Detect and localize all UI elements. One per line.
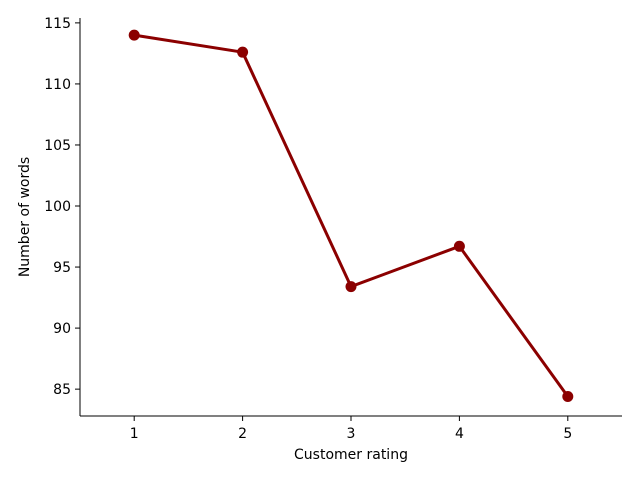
data-point [128,29,140,41]
x-tick-label: 2 [238,426,247,442]
y-tick-label: 95 [53,260,71,276]
y-axis-label: Number of words [17,157,33,277]
x-tick-label: 5 [563,426,572,442]
y-axis-ticks: 85 90 95 100 105 110 115 [44,16,80,398]
x-tick-label: 1 [130,426,139,442]
y-tick-label: 85 [53,382,71,398]
series-layer [128,29,574,402]
y-tick-label: 90 [53,321,71,337]
y-tick-label: 110 [44,77,71,93]
y-tick-label: 115 [44,16,71,32]
x-tick-label: 3 [347,426,356,442]
x-axis-ticks: 1 2 3 4 5 [130,416,572,442]
data-point [237,46,249,58]
data-point [562,390,574,402]
y-tick-label: 100 [44,199,71,215]
y-tick-label: 105 [44,138,71,154]
x-axis-label: Customer rating [294,447,408,463]
data-point [453,240,465,252]
series-line [132,33,570,398]
data-point [345,281,357,293]
axes: 85 90 95 100 105 110 115 1 2 3 4 5 [44,16,622,442]
x-tick-label: 4 [455,426,464,442]
